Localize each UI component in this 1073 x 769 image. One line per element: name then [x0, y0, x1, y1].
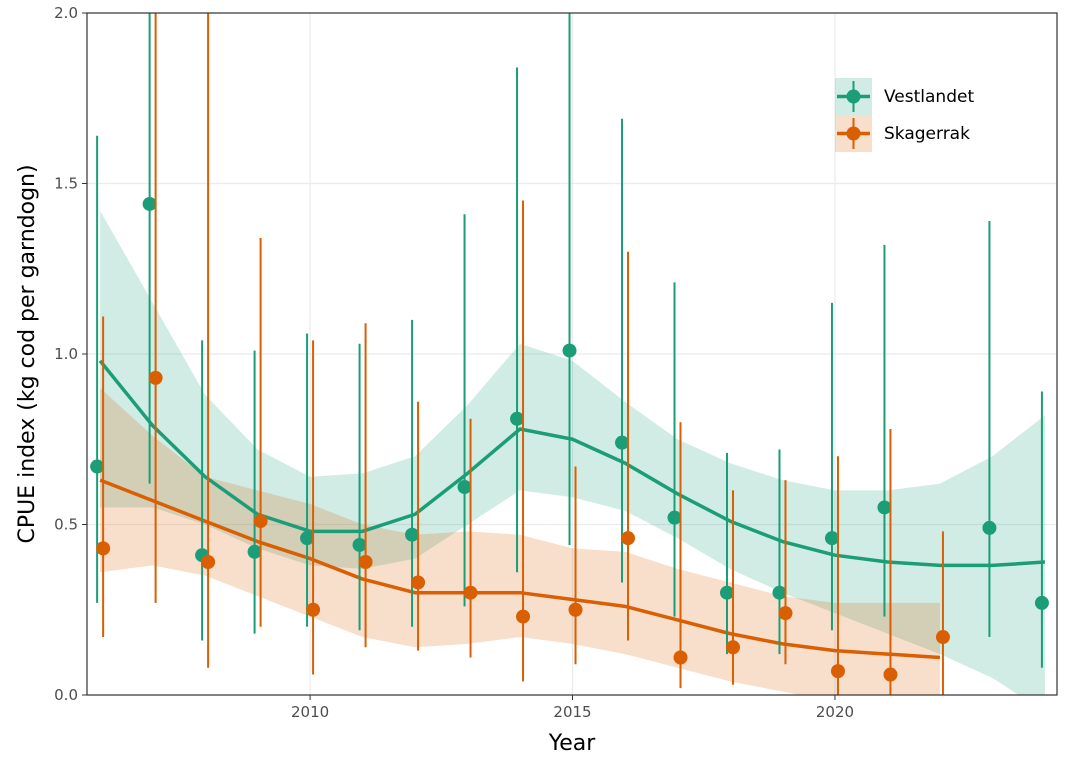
point [90, 459, 105, 474]
point [96, 541, 111, 556]
point [673, 650, 688, 665]
point [148, 370, 163, 385]
y-tick-label: 1.5 [54, 175, 78, 193]
point [830, 664, 845, 679]
point [247, 544, 262, 559]
confidence-ribbon [100, 388, 940, 695]
legend-label: Vestlandet [884, 87, 974, 107]
point [516, 609, 531, 624]
point [883, 667, 898, 682]
panel-border [86, 12, 1058, 696]
legend-key-point [846, 89, 861, 104]
point [877, 500, 892, 515]
y-axis-title: CPUE index (kg cod per garndogn) [15, 164, 40, 543]
x-tick-label: 2010 [291, 703, 329, 721]
point [358, 555, 373, 570]
point [253, 514, 268, 529]
point [935, 630, 950, 645]
point [568, 602, 583, 617]
point [300, 531, 315, 546]
point [778, 606, 793, 621]
point [201, 555, 216, 570]
point [411, 575, 426, 590]
point [1034, 595, 1049, 610]
legend-key-point [846, 126, 861, 141]
point [306, 602, 321, 617]
point [667, 510, 682, 525]
point [463, 585, 478, 600]
y-tick-label: 2.0 [54, 4, 78, 22]
smooth-line [99, 478, 941, 660]
point [405, 527, 420, 542]
point [615, 435, 630, 450]
point [510, 411, 525, 426]
point [719, 585, 734, 600]
y-tick-label: 1.0 [54, 345, 78, 363]
point [621, 531, 636, 546]
point [352, 537, 367, 552]
point [772, 585, 787, 600]
y-tick-label: 0.0 [54, 686, 78, 704]
x-axis-title: Year [548, 731, 597, 756]
point [982, 520, 997, 535]
confidence-ribbon [100, 210, 1045, 695]
x-tick-label: 2020 [816, 703, 854, 721]
point [457, 479, 472, 494]
smooth-line [98, 359, 1046, 568]
point [142, 196, 157, 211]
point [562, 343, 577, 358]
x-tick-label: 2015 [553, 703, 591, 721]
y-tick-label: 0.5 [54, 516, 78, 534]
point [725, 640, 740, 655]
point [824, 531, 839, 546]
plot-area [90, 13, 1049, 695]
legend-label: Skagerrak [884, 124, 970, 144]
